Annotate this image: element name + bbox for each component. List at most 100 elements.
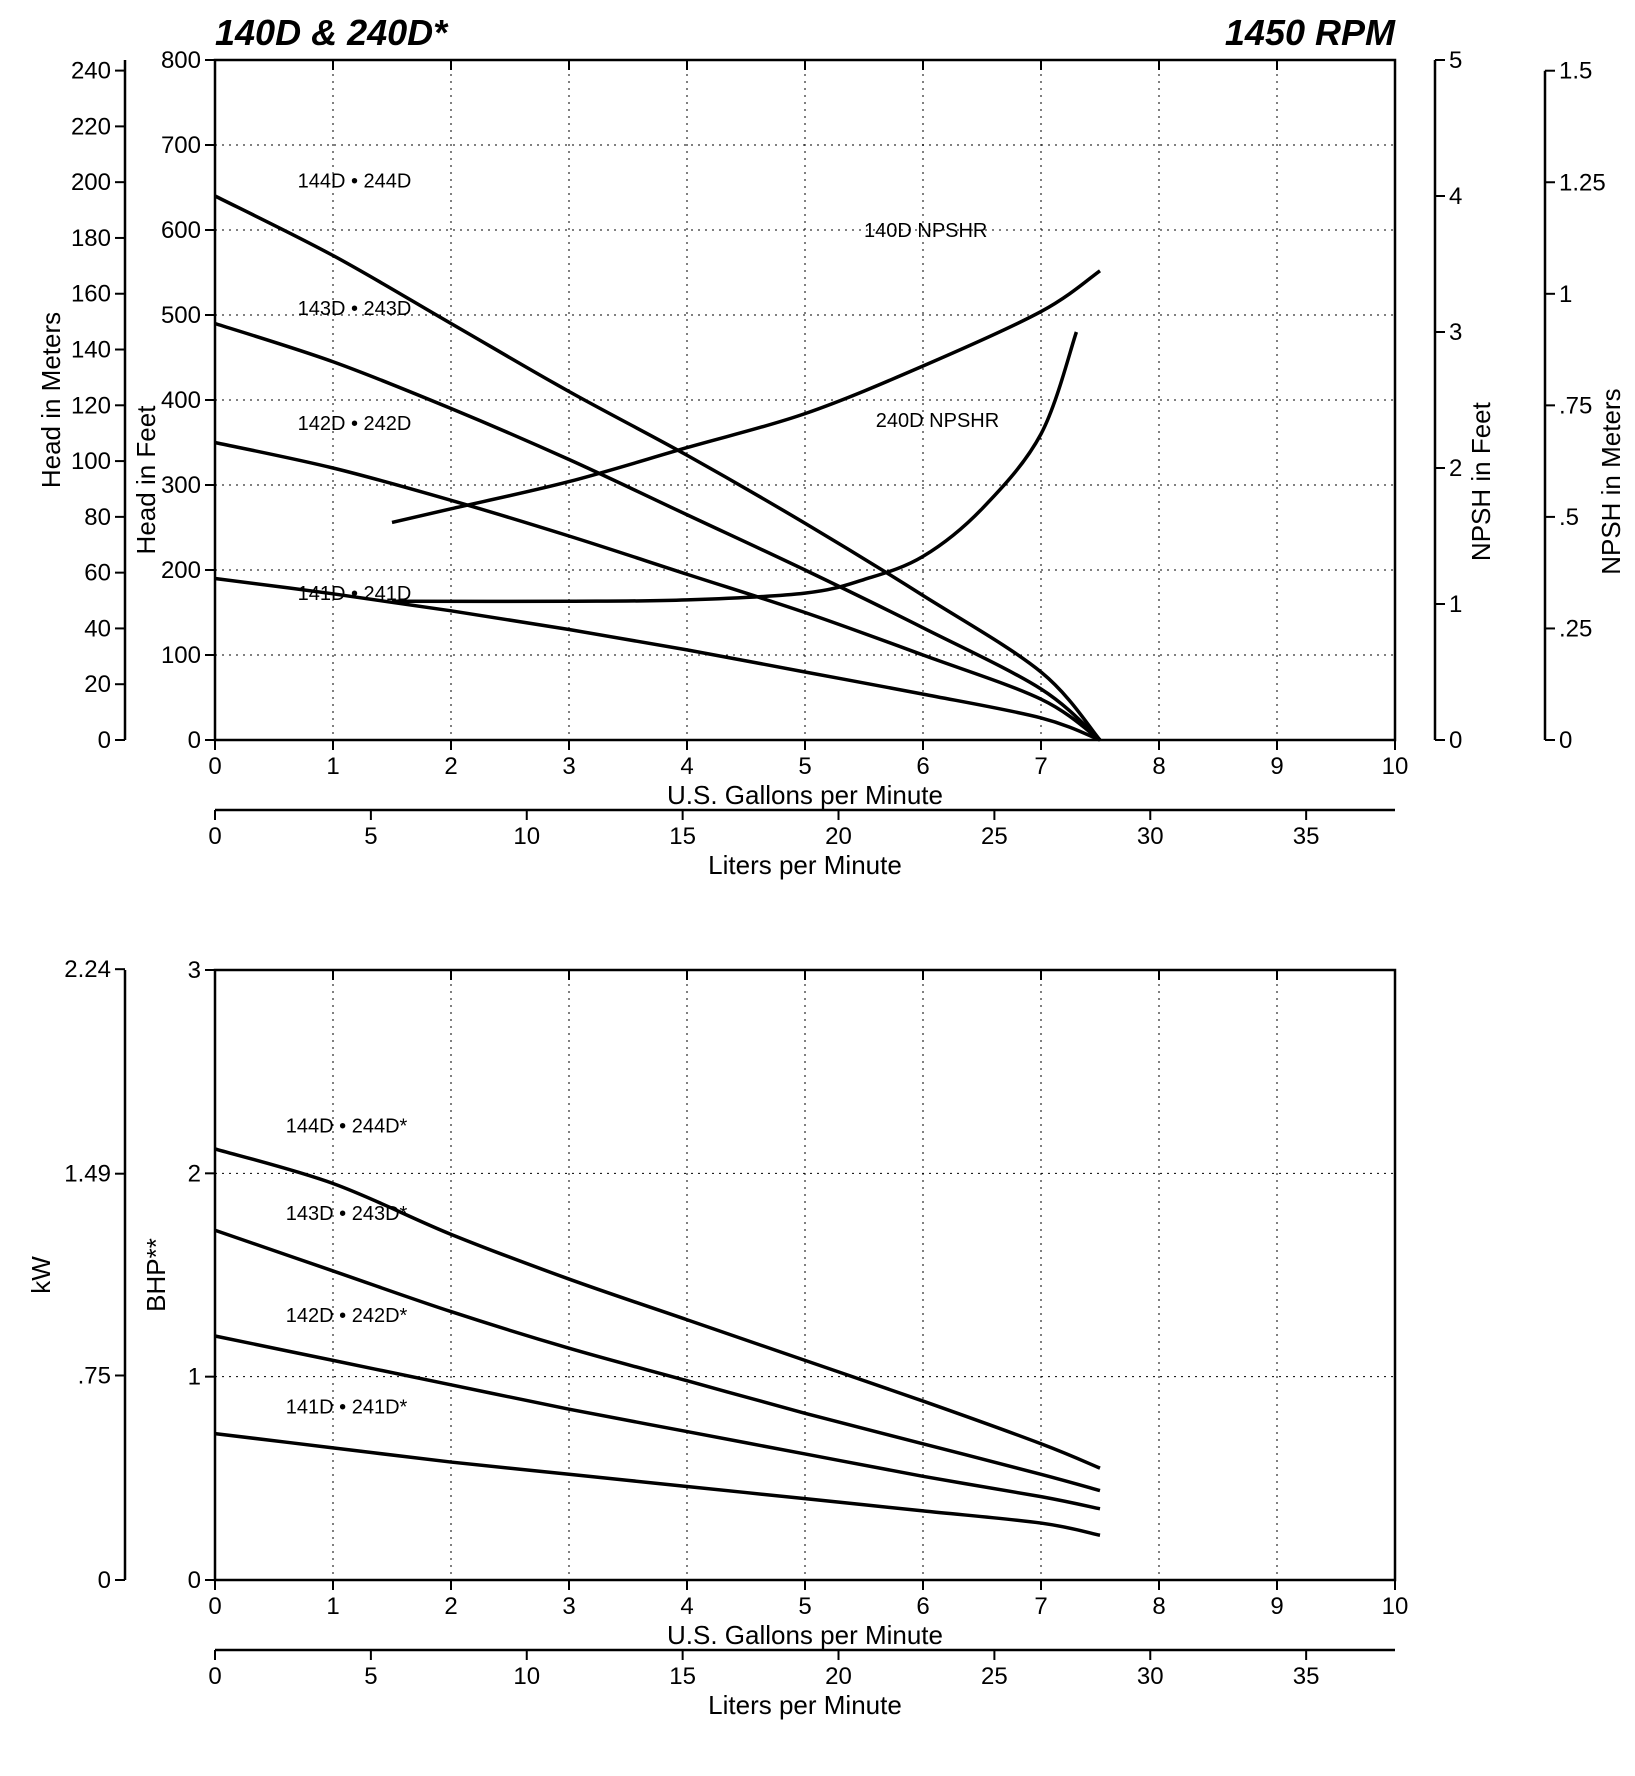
chart1-ytick-npshft: 5 <box>1449 47 1462 74</box>
chart1-ytick-feet: 500 <box>161 302 201 329</box>
chart1-ytick-meters: 160 <box>71 281 111 308</box>
142D-242D-head-label: 142D • 242D <box>298 413 412 435</box>
chart2-xtick-gpm: 6 <box>916 1593 929 1620</box>
chart1-ytick-npshft: 2 <box>1449 455 1462 482</box>
140D-NPSHR-label: 140D NPSHR <box>864 220 987 242</box>
title-right: 1450 RPM <box>1225 12 1396 53</box>
chart1-ytick-feet: 300 <box>161 472 201 499</box>
144D-244D-head-label: 144D • 244D <box>298 171 412 193</box>
chart1-xtick-lpm: 15 <box>669 823 696 850</box>
chart1-ytick-npshft: 4 <box>1449 183 1462 210</box>
142D-242D-bhp-label: 142D • 242D* <box>286 1305 408 1327</box>
chart1-ytick-meters: 120 <box>71 392 111 419</box>
chart1-ytick-meters: 80 <box>84 504 111 531</box>
chart1-ytick-meters: 240 <box>71 58 111 85</box>
chart2-ytick-kw: 0 <box>98 1567 111 1594</box>
chart1-xtick-gpm: 7 <box>1034 753 1047 780</box>
chart1-xtick-lpm: 30 <box>1137 823 1164 850</box>
chart1-ytick-npshm: .5 <box>1559 504 1579 531</box>
141D-241D-bhp-label: 141D • 241D* <box>286 1396 408 1418</box>
chart2-xtick-lpm: 20 <box>825 1663 852 1690</box>
chart2-xtick-lpm: 15 <box>669 1663 696 1690</box>
chart1-xtick-lpm: 0 <box>208 823 221 850</box>
chart2-xtick-gpm: 10 <box>1382 1593 1409 1620</box>
143D-243D-bhp-curve <box>215 1230 1100 1490</box>
chart2-ytick-kw: 1.49 <box>64 1161 111 1188</box>
chart1-xtick-gpm: 5 <box>798 753 811 780</box>
chart1-ytick-meters: 220 <box>71 113 111 140</box>
chart2-ytick-kw: .75 <box>78 1362 111 1389</box>
chart1-ytick-npshm: 1.25 <box>1559 169 1606 196</box>
chart2-xtick-lpm: 10 <box>513 1663 540 1690</box>
chart2-ytick-kw: 2.24 <box>64 956 111 983</box>
chart2-xtick-lpm: 25 <box>981 1663 1008 1690</box>
chart2-xtick-gpm: 2 <box>444 1593 457 1620</box>
chart1-xtick-gpm: 4 <box>680 753 693 780</box>
chart1-ytick-npshm: .25 <box>1559 615 1592 642</box>
chart2-xtick-lpm: 35 <box>1293 1663 1320 1690</box>
chart1-xtick-lpm: 5 <box>364 823 377 850</box>
chart2-xtick-gpm: 1 <box>326 1593 339 1620</box>
chart2-ylabel-kw: kW <box>26 1256 56 1294</box>
chart1-ytick-meters: 140 <box>71 337 111 364</box>
chart1-ytick-meters: 200 <box>71 169 111 196</box>
chart1-ylabel-feet: Head in Feet <box>131 405 161 555</box>
chart1-xtick-gpm: 6 <box>916 753 929 780</box>
chart1-xtick-lpm: 20 <box>825 823 852 850</box>
chart1-ytick-meters: 180 <box>71 225 111 252</box>
chart2-ytick-bhp: 2 <box>188 1160 201 1187</box>
chart1-ytick-npshm: 0 <box>1559 727 1572 754</box>
chart1-ytick-feet: 0 <box>188 727 201 754</box>
chart1-xtick-gpm: 0 <box>208 753 221 780</box>
pump-curve-charts: 140D & 240D*1450 RPM012345678910U.S. Gal… <box>0 0 1635 1776</box>
chart2-xtick-gpm: 8 <box>1152 1593 1165 1620</box>
chart1-ytick-npshm: 1.5 <box>1559 58 1592 85</box>
chart1-ytick-meters: 100 <box>71 448 111 475</box>
143D-243D-head-curve <box>215 324 1100 741</box>
240D-NPSHR-label: 240D NPSHR <box>876 410 999 432</box>
chart1-ylabel-npshm: NPSH in Meters <box>1596 388 1626 574</box>
chart1-ytick-feet: 700 <box>161 132 201 159</box>
chart1-ylabel-npshft: NPSH in Feet <box>1466 401 1496 561</box>
chart2-xtick-gpm: 7 <box>1034 1593 1047 1620</box>
chart1-xtick-gpm: 8 <box>1152 753 1165 780</box>
chart2-xtick-gpm: 3 <box>562 1593 575 1620</box>
chart2-xtick-lpm: 30 <box>1137 1663 1164 1690</box>
chart1-xtick-lpm: 25 <box>981 823 1008 850</box>
chart1-ytick-npshft: 3 <box>1449 319 1462 346</box>
chart2-ytick-bhp: 1 <box>188 1364 201 1391</box>
chart2-ylabel-bhp: BHP** <box>141 1238 171 1312</box>
chart1-xtick-gpm: 1 <box>326 753 339 780</box>
143D-243D-bhp-label: 143D • 243D* <box>286 1203 408 1225</box>
144D-244D-bhp-label: 144D • 244D* <box>286 1116 408 1138</box>
chart1-ytick-feet: 600 <box>161 217 201 244</box>
chart2-xtick-gpm: 0 <box>208 1593 221 1620</box>
chart1-xtick-lpm: 35 <box>1293 823 1320 850</box>
chart1-ylabel-meters: Head in Meters <box>36 312 66 488</box>
chart1-ytick-feet: 100 <box>161 642 201 669</box>
chart1-ytick-feet: 200 <box>161 557 201 584</box>
chart1-ytick-meters: 20 <box>84 671 111 698</box>
chart1-ytick-npshft: 1 <box>1449 591 1462 618</box>
chart1-xlabel-gpm: U.S. Gallons per Minute <box>667 780 943 810</box>
chart2-xtick-gpm: 9 <box>1270 1593 1283 1620</box>
240D-NPSHR-curve <box>392 332 1076 601</box>
chart2-ytick-bhp: 3 <box>188 957 201 984</box>
chart2-xtick-lpm: 5 <box>364 1663 377 1690</box>
chart1-ytick-npshm: .75 <box>1559 392 1592 419</box>
chart2-xlabel-gpm: U.S. Gallons per Minute <box>667 1620 943 1650</box>
chart1-ytick-feet: 400 <box>161 387 201 414</box>
chart1-xtick-gpm: 10 <box>1382 753 1409 780</box>
chart1-xtick-gpm: 9 <box>1270 753 1283 780</box>
chart1-xtick-gpm: 2 <box>444 753 457 780</box>
chart1-ytick-feet: 800 <box>161 47 201 74</box>
chart2-xlabel-lpm: Liters per Minute <box>708 1690 902 1720</box>
chart1-xlabel-lpm: Liters per Minute <box>708 850 902 880</box>
chart2-xtick-lpm: 0 <box>208 1663 221 1690</box>
title-left: 140D & 240D* <box>215 12 449 53</box>
144D-244D-head-curve <box>215 196 1100 740</box>
chart1-ytick-npshm: 1 <box>1559 281 1572 308</box>
chart2-ytick-bhp: 0 <box>188 1567 201 1594</box>
chart1-xtick-lpm: 10 <box>513 823 540 850</box>
chart1-xtick-gpm: 3 <box>562 753 575 780</box>
